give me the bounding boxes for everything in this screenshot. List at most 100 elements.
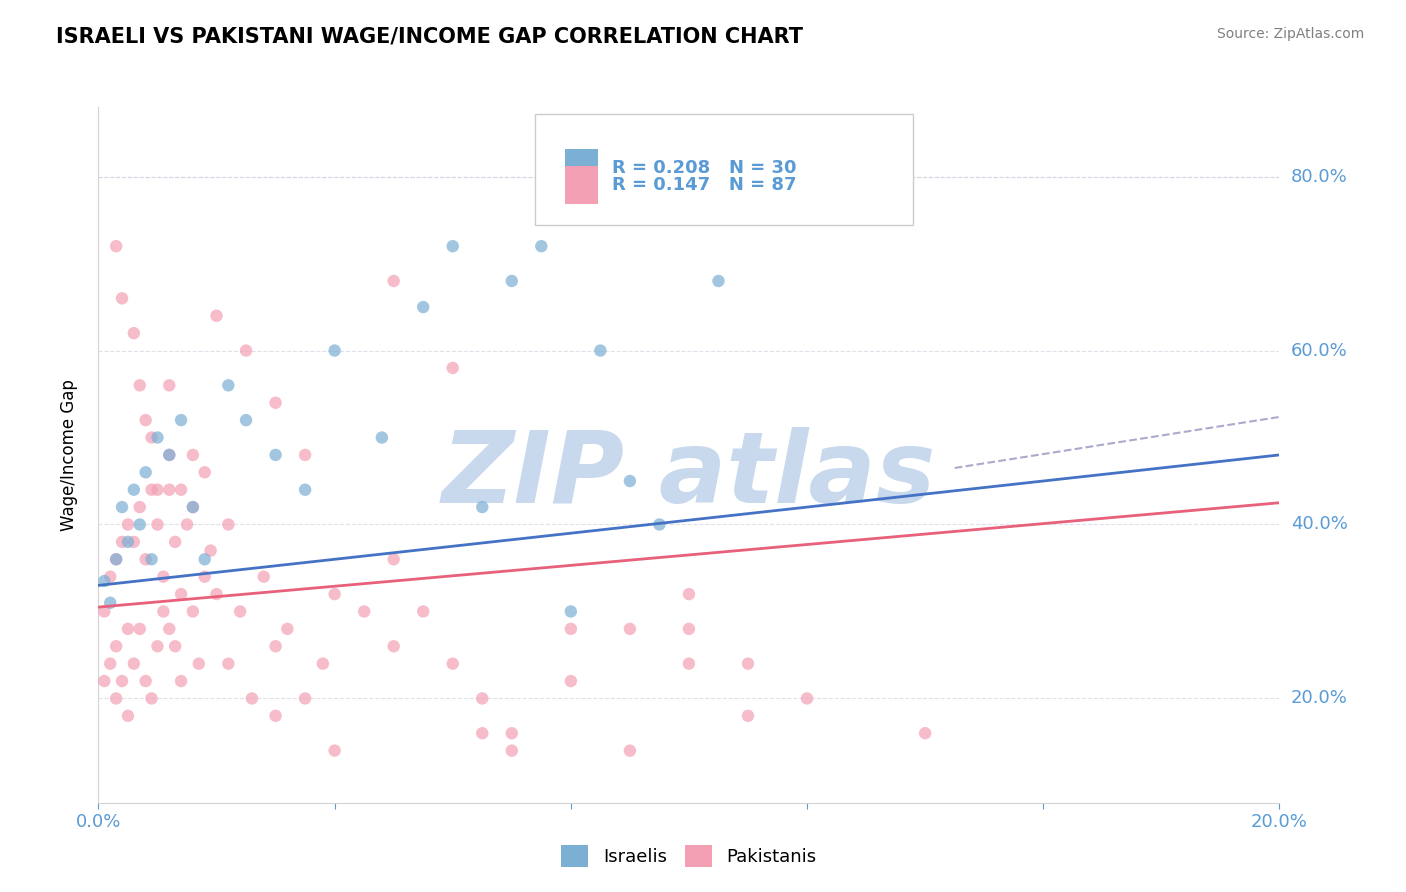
Point <box>128 517 150 532</box>
Point <box>501 726 523 740</box>
Point <box>312 657 335 671</box>
Point <box>135 466 157 480</box>
Point <box>264 395 287 409</box>
Text: R = 0.147   N = 87: R = 0.147 N = 87 <box>612 177 797 194</box>
Point <box>294 483 316 497</box>
Point <box>93 674 115 689</box>
Point <box>111 674 134 689</box>
Point <box>678 587 700 601</box>
Point <box>619 622 641 636</box>
Point <box>382 274 405 288</box>
Point <box>194 466 217 480</box>
Point <box>152 605 174 619</box>
Point <box>240 691 263 706</box>
Point <box>382 552 405 566</box>
Point <box>152 570 174 584</box>
Point <box>235 413 257 427</box>
Text: Source: ZipAtlas.com: Source: ZipAtlas.com <box>1216 27 1364 41</box>
Point <box>105 639 128 653</box>
Point <box>117 708 139 723</box>
Point <box>323 587 346 601</box>
FancyBboxPatch shape <box>536 114 914 226</box>
Text: 80.0%: 80.0% <box>1291 168 1347 186</box>
Point <box>589 343 612 358</box>
Point <box>181 500 204 514</box>
Point <box>181 605 204 619</box>
Point <box>678 622 700 636</box>
Text: 60.0%: 60.0% <box>1291 342 1347 359</box>
Text: ZIP atlas: ZIP atlas <box>441 427 936 524</box>
Point <box>294 691 316 706</box>
Point <box>323 343 346 358</box>
Point <box>648 517 671 532</box>
Bar <box>565 166 598 204</box>
Point <box>157 378 180 392</box>
Point <box>264 448 287 462</box>
Point <box>353 605 375 619</box>
Text: 20.0%: 20.0% <box>1291 690 1347 707</box>
Point <box>146 639 169 653</box>
Point <box>111 534 134 549</box>
Point <box>93 574 115 588</box>
Point <box>501 744 523 758</box>
Point <box>135 552 157 566</box>
Point <box>501 274 523 288</box>
Point <box>170 483 193 497</box>
Point <box>135 674 157 689</box>
Point <box>165 534 187 549</box>
Point <box>165 639 187 653</box>
Point <box>264 639 287 653</box>
Point <box>619 474 641 488</box>
Point <box>105 552 128 566</box>
Point <box>264 708 287 723</box>
Bar <box>565 149 598 187</box>
Text: R = 0.208   N = 30: R = 0.208 N = 30 <box>612 159 797 177</box>
Point <box>471 500 494 514</box>
Point <box>914 726 936 740</box>
Point <box>412 605 434 619</box>
Point <box>128 622 150 636</box>
Point <box>98 657 121 671</box>
Point <box>170 413 193 427</box>
Point <box>200 543 222 558</box>
Point <box>205 587 228 601</box>
Point <box>194 552 217 566</box>
Point <box>98 596 121 610</box>
Point <box>146 517 169 532</box>
Point <box>117 534 139 549</box>
Point <box>93 605 115 619</box>
Point <box>471 691 494 706</box>
Point <box>170 674 193 689</box>
Point <box>141 483 163 497</box>
Point <box>105 552 128 566</box>
Point <box>122 657 145 671</box>
Point <box>276 622 298 636</box>
Point <box>170 587 193 601</box>
Point <box>181 500 204 514</box>
Point <box>141 552 163 566</box>
Point <box>205 309 228 323</box>
Point <box>217 657 239 671</box>
Point <box>619 744 641 758</box>
Point <box>157 448 180 462</box>
Text: ISRAELI VS PAKISTANI WAGE/INCOME GAP CORRELATION CHART: ISRAELI VS PAKISTANI WAGE/INCOME GAP COR… <box>56 27 803 46</box>
Point <box>111 500 134 514</box>
Point <box>796 691 818 706</box>
Point <box>105 691 128 706</box>
Point <box>122 326 145 340</box>
Point <box>141 430 163 444</box>
Point <box>412 300 434 314</box>
Point <box>141 691 163 706</box>
Point <box>157 483 180 497</box>
Point <box>217 517 239 532</box>
Point <box>235 343 257 358</box>
Point <box>176 517 198 532</box>
Legend: Israelis, Pakistanis: Israelis, Pakistanis <box>554 838 824 874</box>
Point <box>187 657 209 671</box>
Point <box>135 413 157 427</box>
Point <box>737 657 759 671</box>
Point <box>111 291 134 305</box>
Point <box>560 622 582 636</box>
Point <box>530 239 553 253</box>
Point <box>294 448 316 462</box>
